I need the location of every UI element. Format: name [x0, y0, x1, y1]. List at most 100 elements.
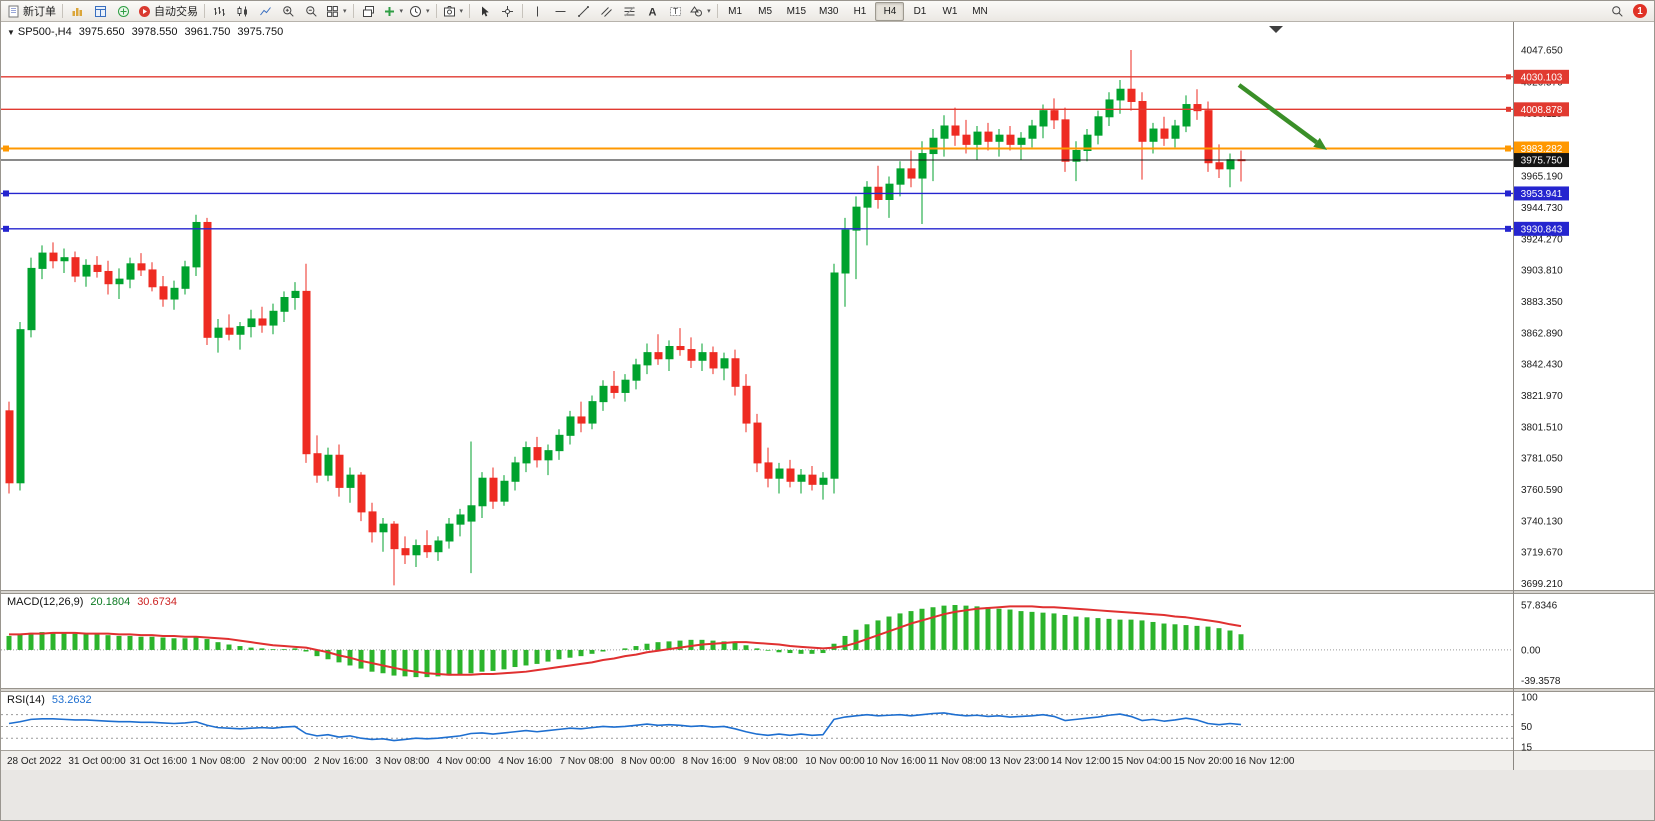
candle-body — [830, 272, 839, 479]
rsi-pane[interactable] — [1, 712, 1513, 742]
price-tag-label: 4008.878 — [1521, 105, 1563, 116]
candle-body — [511, 462, 520, 482]
bar-chart-icon — [214, 6, 225, 16]
candle-body — [1127, 88, 1136, 102]
candle-body — [687, 349, 696, 361]
time-axis-label: 4 Nov 00:00 — [437, 756, 491, 767]
pane-divider[interactable] — [1, 590, 1655, 594]
line-handle[interactable] — [1506, 74, 1511, 80]
horizontal-line-button[interactable] — [549, 2, 572, 21]
price-axis-label: 3883.350 — [1521, 297, 1563, 308]
zoom-out-button[interactable] — [300, 2, 323, 21]
fibonacci-button[interactable] — [618, 2, 641, 21]
time-axis-label: 13 Nov 23:00 — [989, 756, 1049, 767]
annotation-arrow[interactable] — [1237, 83, 1327, 150]
timeframe-d1-button[interactable]: D1 — [913, 5, 927, 17]
new-order-button[interactable]: 新订单 — [4, 2, 59, 21]
bar-chart-button[interactable] — [208, 2, 231, 21]
timeframe-mn-button[interactable]: MN — [972, 5, 988, 17]
candle-body — [346, 474, 355, 488]
vertical-line-button[interactable] — [526, 2, 549, 21]
candle-body — [104, 270, 113, 285]
candle-body — [324, 454, 333, 476]
pane-divider[interactable] — [1, 688, 1655, 692]
cursor-button[interactable] — [473, 2, 496, 21]
charts-button[interactable] — [66, 2, 89, 21]
time-axis[interactable]: 28 Oct 2022 31 Oct 00:00 31 Oct 16:00 1 Nov… — [7, 756, 1295, 767]
timeframe-m15-button[interactable]: M15 — [786, 5, 807, 17]
candle-body — [643, 352, 652, 366]
time-axis-label: 14 Nov 12:00 — [1051, 756, 1111, 767]
candle-body — [16, 329, 25, 484]
rsi-line — [8, 712, 1242, 742]
line-handle[interactable] — [3, 225, 9, 232]
line-handle[interactable] — [3, 145, 9, 152]
arrow-head-icon — [1313, 137, 1327, 150]
horizontal-lines-layer[interactable] — [1, 74, 1513, 232]
candle-body — [731, 358, 740, 387]
trendline-button[interactable] — [572, 2, 595, 21]
line-handle[interactable] — [1505, 225, 1511, 232]
time-axis-strip[interactable] — [1, 750, 1655, 770]
candle-body — [1215, 162, 1224, 170]
horizontal-line-icon — [555, 10, 566, 12]
periods-button[interactable]: ▾ — [406, 2, 433, 21]
time-axis-label: 1 Nov 08:00 — [191, 756, 245, 767]
timeframe-m30-button[interactable]: M30 — [819, 5, 839, 17]
candle-body — [1083, 134, 1092, 151]
chart-shift-marker-icon[interactable] — [1269, 26, 1283, 33]
channel-button[interactable] — [595, 2, 618, 21]
tile-windows-button[interactable]: ▾ — [323, 2, 350, 21]
timeframe-h4-button[interactable]: H4 — [875, 1, 905, 21]
cascade-windows-button[interactable] — [357, 2, 380, 21]
label-tool-button[interactable]: T — [664, 2, 687, 21]
candle-body — [60, 257, 69, 262]
candle-body — [203, 221, 212, 338]
line-handle[interactable] — [1506, 106, 1511, 112]
collapse-indicator-icon[interactable]: ▼ — [7, 28, 15, 37]
candle-body — [984, 131, 993, 142]
line-handle[interactable] — [1505, 145, 1511, 152]
shapes-button[interactable]: ▾ — [687, 2, 714, 21]
line-handle[interactable] — [1505, 190, 1511, 197]
candle-body — [1193, 104, 1202, 112]
timeframe-m5-button[interactable]: M5 — [758, 5, 773, 17]
search-button[interactable] — [1606, 2, 1629, 21]
price-tag-label: 3953.941 — [1521, 189, 1563, 200]
price-axis-label: 3862.890 — [1521, 328, 1563, 339]
macd-label: MACD(12,26,9) — [7, 596, 84, 608]
auto-trading-label: 自动交易 — [154, 6, 198, 18]
market-watch-button[interactable] — [89, 2, 112, 21]
candle-body — [918, 153, 927, 179]
time-axis-label: 9 Nov 08:00 — [744, 756, 798, 767]
chart-canvas[interactable]: 28 Oct 2022 31 Oct 00:00 31 Oct 16:00 1 Nov… — [1, 22, 1655, 821]
timeframe-h1-button[interactable]: H1 — [853, 5, 867, 17]
candle-body — [753, 422, 762, 464]
candle-body — [335, 454, 344, 488]
time-axis-label: 15 Nov 20:00 — [1174, 756, 1234, 767]
dropdown-caret-icon: ▾ — [426, 7, 430, 15]
timeframe-w1-button[interactable]: W1 — [942, 5, 958, 17]
candle-body — [577, 416, 586, 424]
toolbar-separator — [469, 4, 471, 18]
auto-trading-button[interactable]: 自动交易 — [135, 2, 201, 21]
text-tool-icon: A — [649, 6, 657, 18]
text-tool-button[interactable]: A — [641, 2, 664, 21]
clock-icon — [410, 5, 422, 17]
zoom-in-button[interactable] — [277, 2, 300, 21]
candlestick-chart-button[interactable] — [231, 2, 254, 21]
crosshair-button[interactable] — [496, 2, 519, 21]
notification-badge[interactable]: 1 — [1633, 4, 1647, 18]
candle-body — [1039, 110, 1048, 127]
timeframe-m1-button[interactable]: M1 — [728, 5, 743, 17]
candle-body — [148, 269, 157, 288]
line-handle[interactable] — [3, 190, 9, 197]
add-indicator-button[interactable]: ▾ — [380, 2, 407, 21]
navigator-button[interactable] — [112, 2, 135, 21]
macd-pane[interactable] — [1, 605, 1513, 678]
line-chart-button[interactable] — [254, 2, 277, 21]
template-button[interactable]: ▾ — [440, 2, 467, 21]
candles-layer[interactable] — [5, 50, 1246, 586]
price-tag-label: 4030.103 — [1521, 72, 1563, 83]
